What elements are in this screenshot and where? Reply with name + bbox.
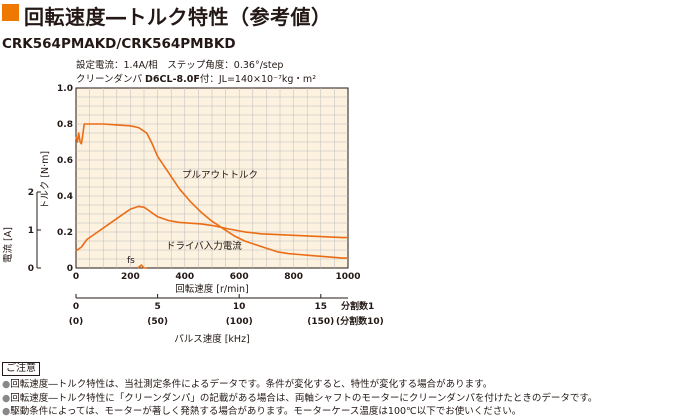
torque-tick-label: 1.0 <box>57 84 73 94</box>
division-10-label: (分割数10) <box>336 315 384 327</box>
condition-suffix: 付：JL=140×10⁻⁷kg・m² <box>199 74 316 85</box>
torque-tick-label: 0 <box>67 264 73 274</box>
bullet-icon: ● <box>2 406 11 417</box>
x-tick-label: 400 <box>175 272 194 282</box>
pulse-axis-label: パルス速度 [kHz] <box>174 333 250 345</box>
pulse-tick-label-div10: (100) <box>226 317 253 327</box>
model-number: CRK564PMAKD/CRK564PMBKD <box>2 36 236 52</box>
torque-axis-label: トルク [N·m] <box>40 151 51 209</box>
torque-tick-label: 0.8 <box>57 120 73 130</box>
torque-tick-label: 0.2 <box>57 228 73 238</box>
x-tick-label: 800 <box>284 272 303 282</box>
condition-line-2: クリーンダンパ D6CL-8.0F付：JL=140×10⁻⁷kg・m² <box>76 71 316 85</box>
current-axis-label: 電流 [A] <box>2 227 14 263</box>
series-lines <box>75 123 348 269</box>
x-tick-label: 200 <box>121 272 140 282</box>
page-title: 回転速度―トルク特性（参考値） <box>24 5 332 29</box>
condition-prefix: クリーンダンパ <box>76 74 146 85</box>
grid <box>76 88 348 268</box>
torque-tick-label: 0.6 <box>57 156 73 166</box>
pulse-tick-label: 10 <box>233 302 246 312</box>
note-item-1: ●回転速度―トルク特性は、当社測定条件によるデータです。条件が変化すると、特性が… <box>2 376 492 390</box>
current-tick-label: 0 <box>28 264 34 274</box>
note-item-3: ●駆動条件によっては、モーターが著しく発熱する場合があります。モーターケース温度… <box>2 403 521 417</box>
note-text: 回転速度―トルク特性は、当社測定条件によるデータです。条件が変化すると、特性が変… <box>10 379 493 390</box>
x-axis-label: 回転速度 [r/min] <box>175 283 248 295</box>
series-line <box>75 123 348 259</box>
division-1-label: 分割数1 <box>341 300 374 312</box>
note-text: 駆動条件によっては、モーターが著しく発熱する場合があります。モーターケース温度は… <box>10 406 522 417</box>
damper-model: D6CL-8.0F <box>145 74 200 85</box>
bullet-icon: ● <box>2 393 11 404</box>
current-tick-label: 2 <box>28 188 34 198</box>
series-line <box>75 205 348 252</box>
pulse-tick-label: 15 <box>315 302 328 312</box>
bullet-icon: ● <box>2 379 11 390</box>
current-tick-label: 1 <box>28 226 34 236</box>
x-tick-label: 600 <box>230 272 249 282</box>
condition-line-1: 設定電流：1.4A/相 ステップ角度：0.36°/step <box>76 60 284 71</box>
pulse-tick-label: 5 <box>154 302 160 312</box>
notes-heading: ご注意 <box>2 362 40 376</box>
title-marker <box>2 4 19 21</box>
note-item-2: ●回転速度―トルク特性に「クリーンダンパ」の記載がある場合は、両軸シャフトのモー… <box>2 390 597 404</box>
axis-ticks: 0 200 400 600 800 1000 0 0.2 0.4 0.6 0.8 1.0 0 1 2 0 (0)… <box>28 84 384 327</box>
driver-current-label: ドライバ入力電流 <box>166 240 242 252</box>
pullout-torque-label: プルアウトトルク <box>182 170 258 181</box>
pulse-tick-label-div10: (50) <box>147 317 168 327</box>
x-tick-label: 1000 <box>335 272 360 282</box>
torque-tick-label: 0.4 <box>57 192 73 202</box>
pulse-tick-label: 0 <box>73 302 79 312</box>
x-tick-label: 0 <box>73 272 79 282</box>
fs-label: fs <box>127 256 135 266</box>
series-line <box>137 264 147 269</box>
pulse-tick-label-div10: (150) <box>307 317 334 327</box>
note-text: 回転速度―トルク特性に「クリーンダンパ」の記載がある場合は、両軸シャフトのモータ… <box>10 393 598 404</box>
pulse-tick-label-div10: (0) <box>69 317 84 327</box>
